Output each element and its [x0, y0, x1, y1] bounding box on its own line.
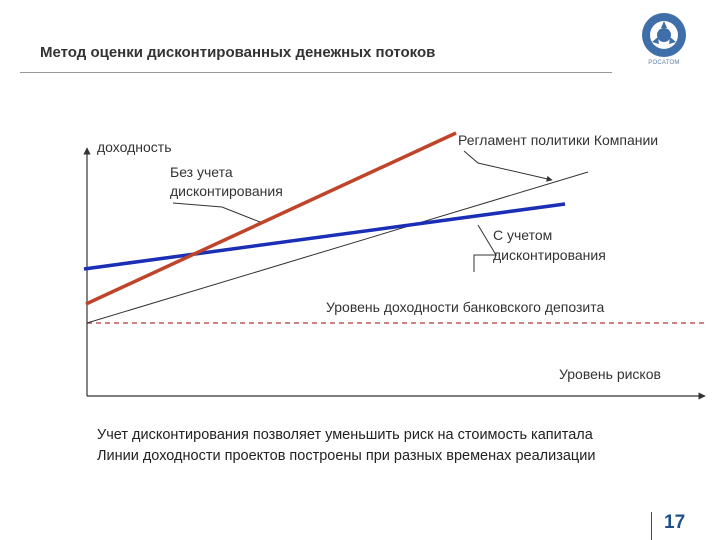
rosatom-logo-icon — [642, 13, 686, 57]
x-axis-label: Уровень рисков — [559, 366, 661, 382]
label-without-discounting-line2: дисконтирования — [170, 183, 283, 199]
label-company-policy: Регламент политики Компании — [458, 132, 659, 148]
y-axis-label: доходность — [97, 139, 172, 155]
title-divider — [20, 72, 612, 73]
callout-leader-with-discounting — [473, 224, 497, 272]
logo-text: РОСАТОМ — [648, 60, 680, 66]
label-without-discounting-line1: Без учета — [170, 164, 233, 180]
label-with-discounting-line2: дисконтирования — [493, 247, 606, 263]
callout-leader-without-discounting — [172, 202, 261, 223]
with-discounting-line — [83, 202, 566, 271]
footer-statement-2: Линии доходности проектов построены при … — [97, 448, 596, 464]
company-policy-line — [86, 171, 589, 324]
page-number-divider — [651, 512, 652, 540]
page-title: Метод оценки дисконтированных денежных п… — [40, 44, 436, 61]
label-with-discounting-line1: С учетом — [493, 227, 553, 243]
callout-leader-company-policy — [463, 150, 553, 182]
footer-statement-1: Учет дисконтирования позволяет уменьшить… — [97, 427, 593, 443]
page-number: 17 — [664, 512, 686, 533]
without-discounting-line — [85, 131, 457, 306]
label-bank-deposit: Уровень доходности банковского депозита — [326, 299, 605, 315]
